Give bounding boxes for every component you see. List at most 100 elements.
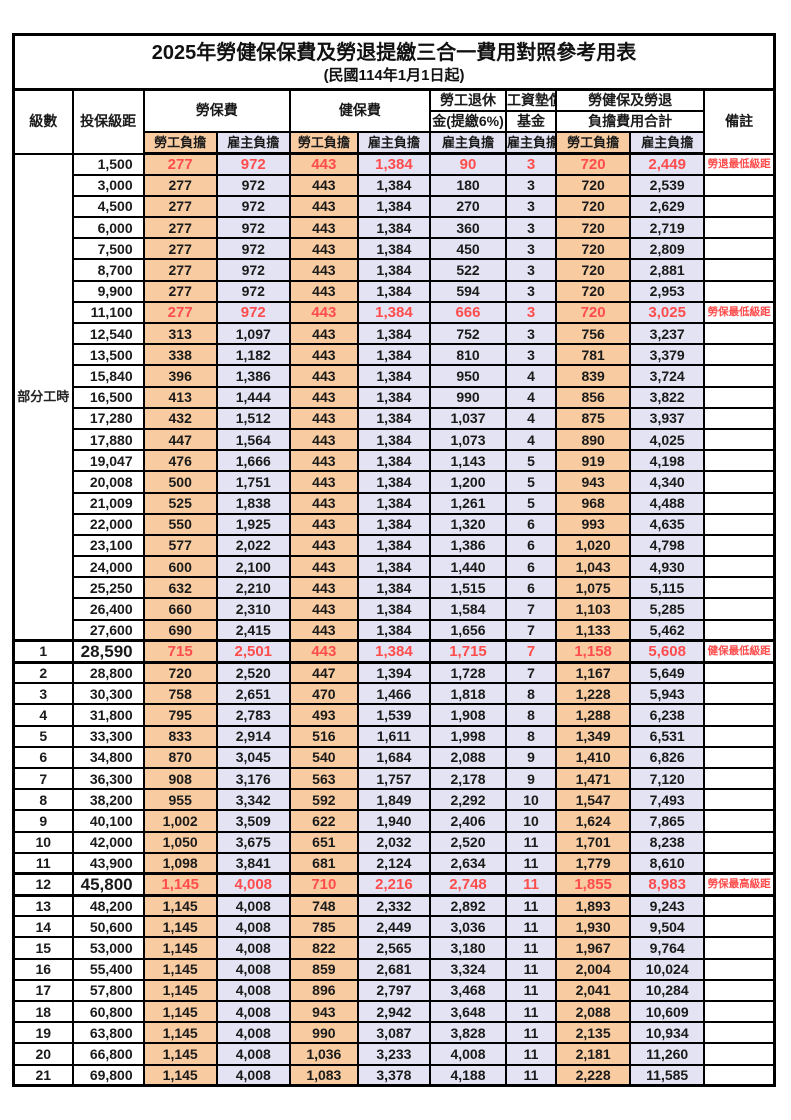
value-cell: 11 xyxy=(505,999,558,1024)
level-cell: 13 xyxy=(12,894,74,918)
table-row: 12,540 313 1,097 443 1,384 752 3 756 3,237 xyxy=(14,321,776,346)
value-cell: 443 xyxy=(288,639,359,664)
subheader-health-employer: 雇主負擔 xyxy=(356,131,431,155)
value-cell: 1,384 xyxy=(356,321,431,346)
insured-bracket-cell: 3,000 xyxy=(71,173,145,197)
value-cell: 2,292 xyxy=(428,788,508,812)
value-cell: 1,200 xyxy=(428,470,508,494)
premium-table: 2025年勞健保保費及勞退提繳三合一費用對照參考用表 (民國114年1月1日起)… xyxy=(12,33,776,1088)
remark-cell xyxy=(703,915,776,939)
subheader-health-employee: 勞工負擔 xyxy=(288,131,359,155)
value-cell: 10 xyxy=(505,788,558,812)
value-cell: 338 xyxy=(142,343,218,367)
value-cell: 4,930 xyxy=(629,555,706,579)
header-row-2: 金(提繳6%) 基金 負擔費用合計 xyxy=(14,110,775,133)
value-cell: 180 xyxy=(428,173,508,197)
value-cell: 4,635 xyxy=(629,512,706,536)
value-cell: 1,145 xyxy=(142,894,218,918)
value-cell: 1,384 xyxy=(356,258,431,282)
level-cell: 19 xyxy=(12,1021,74,1045)
value-cell: 1,466 xyxy=(356,682,431,706)
remark-cell xyxy=(703,533,776,558)
value-cell: 1,384 xyxy=(356,216,431,240)
value-cell: 1,145 xyxy=(142,1042,218,1066)
value-cell: 1,611 xyxy=(356,724,431,748)
value-cell: 1,167 xyxy=(555,660,632,685)
value-cell: 715 xyxy=(142,639,218,664)
insured-bracket-cell: 43,900 xyxy=(71,851,145,875)
value-cell: 1,384 xyxy=(356,533,431,558)
value-cell: 1,145 xyxy=(142,936,218,960)
value-cell: 720 xyxy=(555,173,632,197)
remark-cell xyxy=(703,788,776,812)
table-row: 11 43,900 1,098 3,841 681 2,124 2,634 11 1,779 8,… xyxy=(12,851,776,875)
table-row: 18 60,800 1,145 4,008 943 2,942 3,648 11 2,088 10… xyxy=(12,999,776,1024)
value-cell: 1,471 xyxy=(555,766,632,791)
table-row: 1 28,590 715 2,501 443 1,384 1,715 7 1,158 5,608 健… xyxy=(12,639,776,664)
insured-bracket-cell: 42,000 xyxy=(71,830,145,854)
value-cell: 1,440 xyxy=(428,555,508,579)
value-cell: 1,002 xyxy=(142,809,218,833)
value-cell: 890 xyxy=(555,427,632,452)
remark-cell xyxy=(703,385,776,409)
insured-bracket-cell: 12,540 xyxy=(71,321,145,346)
value-cell: 1,083 xyxy=(288,1063,359,1087)
value-cell: 622 xyxy=(288,809,359,833)
value-cell: 781 xyxy=(555,343,632,367)
value-cell: 2,629 xyxy=(629,194,706,219)
value-cell: 500 xyxy=(142,470,218,494)
value-cell: 360 xyxy=(428,216,508,240)
value-cell: 1,656 xyxy=(428,618,508,642)
value-cell: 972 xyxy=(215,279,291,303)
value-cell: 1,728 xyxy=(428,660,508,685)
value-cell: 972 xyxy=(215,216,291,240)
level-cell: 16 xyxy=(12,957,74,981)
value-cell: 1,384 xyxy=(356,470,431,494)
value-cell: 2,634 xyxy=(428,851,508,875)
value-cell: 522 xyxy=(428,258,508,282)
level-cell: 2 xyxy=(12,660,74,685)
table-row: 3,000 277 972 443 1,384 180 3 720 2,539 xyxy=(14,173,776,197)
table-row: 24,000 600 2,100 443 1,384 1,440 6 1,043 4,930 xyxy=(14,555,776,579)
table-row: 22,000 550 1,925 443 1,384 1,320 6 993 4,635 xyxy=(14,512,776,536)
table-row: 17,280 432 1,512 443 1,384 1,037 4 875 3,937 xyxy=(14,406,776,430)
value-cell: 2,088 xyxy=(555,999,632,1024)
table-row: 21,009 525 1,838 443 1,384 1,261 5 968 4,488 xyxy=(14,491,776,515)
remark-cell xyxy=(703,364,776,388)
insured-bracket-cell: 25,250 xyxy=(71,576,145,600)
value-cell: 1,228 xyxy=(555,682,632,706)
value-cell: 11 xyxy=(505,957,558,981)
remark-cell xyxy=(703,321,776,346)
remark-cell xyxy=(703,682,776,706)
value-cell: 632 xyxy=(142,576,218,600)
value-cell: 1,838 xyxy=(215,491,291,515)
table-row: 6 34,800 870 3,045 540 1,684 2,088 9 1,410 6,826 xyxy=(12,745,776,769)
value-cell: 1,036 xyxy=(288,1042,359,1066)
value-cell: 7 xyxy=(505,597,558,621)
value-cell: 443 xyxy=(288,364,359,388)
value-cell: 7 xyxy=(505,618,558,642)
table-row: 10 42,000 1,050 3,675 651 2,032 2,520 11 1,701 8,… xyxy=(12,830,776,854)
value-cell: 1,930 xyxy=(555,915,632,939)
level-cell: 7 xyxy=(12,766,74,791)
value-cell: 1,940 xyxy=(356,809,431,833)
remark-cell: 勞退最低級距 xyxy=(703,152,776,176)
table-row: 6,000 277 972 443 1,384 360 3 720 2,719 xyxy=(14,216,776,240)
value-cell: 2,406 xyxy=(428,809,508,833)
value-cell: 443 xyxy=(288,173,359,197)
value-cell: 2,748 xyxy=(428,872,508,897)
value-cell: 4,008 xyxy=(215,915,291,939)
value-cell: 756 xyxy=(555,321,632,346)
value-cell: 1,386 xyxy=(215,364,291,388)
value-cell: 10 xyxy=(505,809,558,833)
value-cell: 1,384 xyxy=(356,385,431,409)
value-cell: 1,133 xyxy=(555,618,632,642)
table-row: 11,100 277 972 443 1,384 666 3 720 3,025 勞保最低級距 xyxy=(14,300,776,325)
value-cell: 4,798 xyxy=(629,533,706,558)
remark-cell xyxy=(703,978,776,1003)
value-cell: 443 xyxy=(288,300,359,325)
value-cell: 972 xyxy=(215,173,291,197)
value-cell: 11 xyxy=(505,872,558,897)
subheader-wage-fund-employer: 雇主負擔 xyxy=(505,131,558,155)
insured-bracket-cell: 26,400 xyxy=(71,597,145,621)
